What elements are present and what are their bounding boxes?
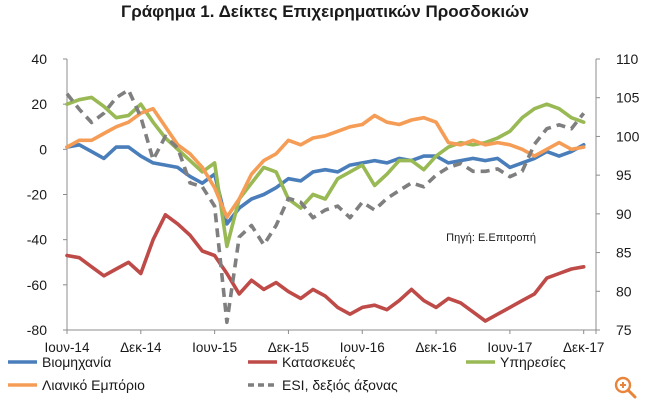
left-tick-label: -80 bbox=[27, 322, 47, 338]
legend-label: ESI, δεξιός άξονας bbox=[282, 377, 398, 393]
legend-label: Υπηρεσίες bbox=[500, 354, 566, 370]
legend-label: Κατασκευές bbox=[282, 354, 355, 370]
zoom-magnifier-icon bbox=[614, 376, 637, 399]
legend-label: Λιανικό Εμπόριο bbox=[42, 377, 145, 393]
right-tick-label: 80 bbox=[616, 283, 632, 299]
right-tick-label: 105 bbox=[616, 90, 640, 106]
series-line-λιανικό-εμπόριο bbox=[65, 106, 586, 219]
x-tick-label: Δεκ-16 bbox=[415, 340, 456, 355]
x-tick-label: Ιουν-15 bbox=[192, 340, 237, 355]
x-tick-label: Δεκ-17 bbox=[563, 340, 604, 355]
series-line-βιομηχανία bbox=[65, 143, 586, 226]
right-tick-label: 95 bbox=[616, 167, 632, 183]
right-tick-label: 100 bbox=[616, 128, 640, 144]
x-tick-label: Ιουν-14 bbox=[45, 340, 90, 355]
right-tick-label: 75 bbox=[616, 322, 632, 338]
left-tick-label: -60 bbox=[27, 277, 47, 293]
left-tick-label: 0 bbox=[39, 141, 47, 157]
left-tick-label: 20 bbox=[31, 96, 47, 112]
legend-label: Βιομηχανία bbox=[42, 354, 111, 370]
chart-title: Γράφημα 1. Δείκτες Επιχειρηματικών Προσδ… bbox=[121, 2, 529, 21]
left-tick-label: -20 bbox=[27, 187, 47, 203]
series-line-υπηρεσίες bbox=[65, 95, 586, 249]
x-tick-label: Δεκ-15 bbox=[268, 340, 309, 355]
x-tick-label: Ιουν-17 bbox=[487, 340, 532, 355]
x-tick-label: Ιουν-16 bbox=[340, 340, 385, 355]
left-tick-label: -40 bbox=[27, 232, 47, 248]
x-tick-label: Δεκ-14 bbox=[120, 340, 162, 355]
zoom-button[interactable] bbox=[612, 374, 638, 400]
right-tick-label: 85 bbox=[616, 245, 632, 261]
source-annotation: Πηγή: Ε.Επιτροπή bbox=[446, 232, 536, 244]
series-line-esi-δεξιός-άξονας bbox=[65, 88, 586, 325]
series-line-κατασκευές bbox=[65, 213, 586, 323]
left-tick-label: 40 bbox=[31, 51, 47, 67]
right-tick-label: 90 bbox=[616, 206, 632, 222]
right-tick-label: 110 bbox=[616, 51, 639, 67]
